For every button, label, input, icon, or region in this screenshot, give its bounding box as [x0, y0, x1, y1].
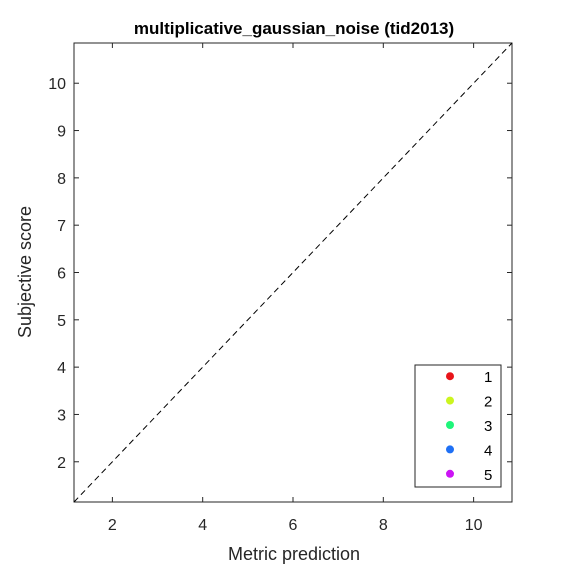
y-tick-label: 4 — [57, 360, 66, 377]
legend: 1 2 3 4 5 — [414, 364, 502, 488]
legend-box — [414, 364, 502, 488]
legend-label-2: 2 — [484, 394, 492, 411]
x-tick-label: 10 — [465, 517, 483, 534]
y-axis: 2 3 4 5 6 7 8 9 10 — [48, 76, 512, 472]
legend-marker-3 — [446, 421, 454, 429]
y-tick-label: 3 — [57, 407, 66, 424]
legend-marker-4 — [446, 445, 454, 454]
x-tick-label: 8 — [379, 517, 388, 534]
legend-label-4: 4 — [484, 442, 492, 459]
x-tick-label: 6 — [289, 517, 298, 534]
y-axis-label: Subjective score — [15, 206, 35, 338]
identity-line — [73, 42, 513, 503]
legend-label-1: 1 — [484, 369, 492, 386]
y-tick-label: 7 — [57, 218, 66, 235]
y-tick-label: 8 — [57, 171, 66, 188]
y-tick-label: 10 — [48, 76, 66, 93]
legend-marker-1 — [446, 372, 454, 381]
y-tick-label: 9 — [57, 124, 66, 141]
chart-title: multiplicative_gaussian_noise (tid2013) — [134, 19, 454, 38]
y-tick-label: 6 — [57, 266, 66, 283]
y-tick-label: 5 — [57, 313, 66, 330]
legend-marker-2 — [446, 396, 454, 405]
legend-label-3: 3 — [484, 418, 492, 435]
x-axis-label: Metric prediction — [228, 544, 360, 564]
x-tick-label: 2 — [108, 517, 117, 534]
x-axis: 2 4 6 8 10 — [108, 43, 483, 534]
y-tick-label: 2 — [57, 455, 66, 472]
identity-line-group — [73, 42, 513, 503]
legend-marker-5 — [446, 469, 454, 478]
legend-label-5: 5 — [484, 467, 492, 484]
x-tick-label: 4 — [198, 517, 207, 534]
